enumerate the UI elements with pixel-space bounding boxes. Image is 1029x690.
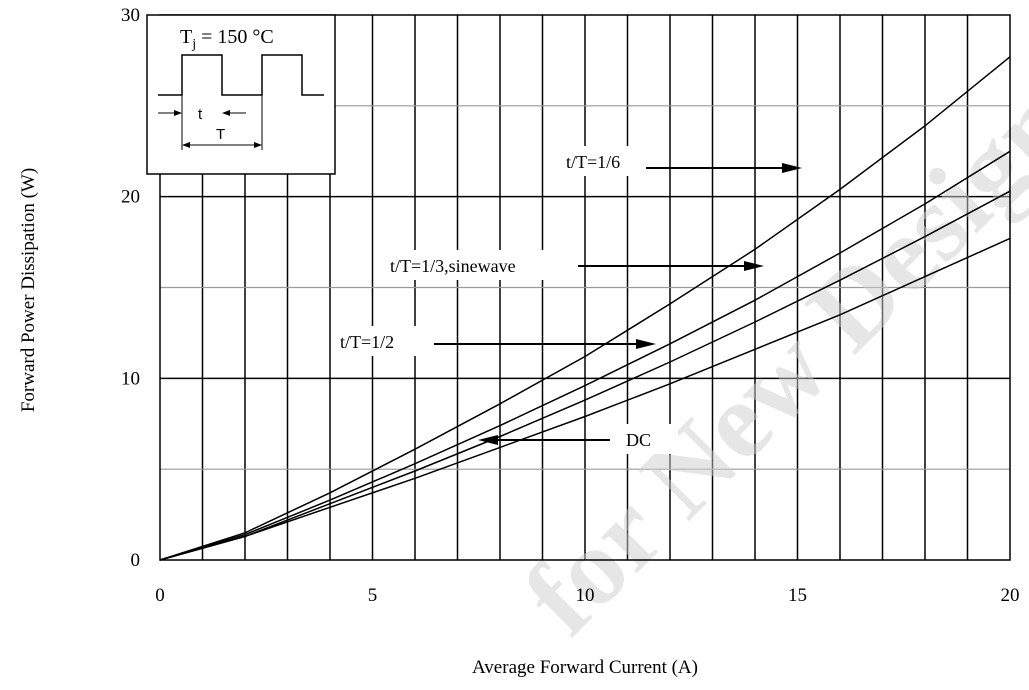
- y-tick-label: 20: [121, 187, 140, 208]
- series-line-2: [159, 190, 1011, 561]
- series-line-1: [159, 150, 1011, 561]
- series-line-3: [159, 237, 1011, 561]
- junction-temperature-label: Tj = 150 °C: [180, 26, 274, 52]
- period-dim-head-left: [182, 142, 190, 148]
- x-tick-label: 5: [368, 585, 378, 606]
- x-tick-label: 15: [788, 585, 807, 606]
- annotation-label-dc: DC: [626, 430, 651, 450]
- plot-frame: [159, 14, 1011, 561]
- annotation-arrowhead-1-2: [636, 339, 656, 349]
- y-tick-label: 10: [121, 368, 140, 389]
- y-tick-label: 30: [121, 5, 140, 26]
- x-tick-label: 20: [1001, 585, 1020, 606]
- period-dim-head-right: [254, 142, 262, 148]
- x-axis-label: Average Forward Current (A): [472, 657, 698, 678]
- pulse-dim-left-head: [174, 110, 182, 116]
- series-line-0: [159, 56, 1011, 561]
- pulse-waveform: [158, 54, 324, 96]
- annotation-arrowhead-dc: [478, 435, 498, 445]
- annotation-label-1-6: t/T=1/6: [566, 152, 620, 172]
- annotation-arrowhead-1-3: [744, 261, 764, 271]
- annotation-label-1-2: t/T=1/2: [340, 332, 394, 352]
- pulse-dim-right-head: [222, 110, 230, 116]
- series-lines: [159, 56, 1011, 561]
- x-tick-label: 10: [576, 585, 595, 606]
- annotations: t/T=1/6 t/T=1/3,sinewave t/T=1/2 DC: [332, 146, 802, 454]
- annotation-arrowhead-1-6: [782, 163, 802, 173]
- tick-labels: 0 5 10 15 20 0 10 20 30: [121, 5, 1020, 606]
- pulse-width-label: t: [198, 106, 203, 123]
- pulse-waveform-inset: Tj = 150 °C t T: [146, 14, 336, 175]
- annotation-label-1-3: t/T=1/3,sinewave: [390, 256, 516, 276]
- x-tick-label: 0: [155, 585, 165, 606]
- grid: [160, 15, 1010, 560]
- y-tick-label: 0: [131, 550, 141, 571]
- period-label: T: [216, 126, 225, 143]
- y-axis-label: Forward Power Dissipation (W): [18, 168, 39, 412]
